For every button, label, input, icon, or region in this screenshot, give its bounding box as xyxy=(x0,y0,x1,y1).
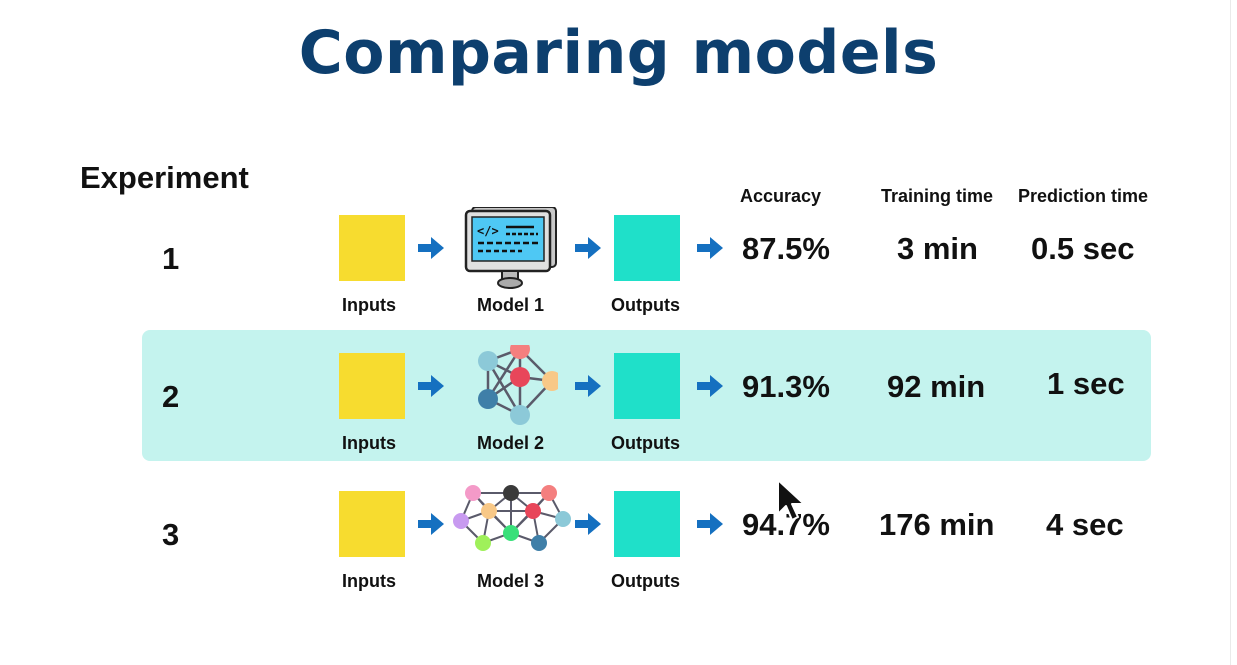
experiment-row-2: 2 xyxy=(0,345,1237,473)
inputs-label: Inputs xyxy=(342,433,396,453)
prediction-time-value: 4 sec xyxy=(1046,507,1124,542)
arrow-right-icon xyxy=(575,374,601,398)
arrow-right-icon xyxy=(418,512,444,536)
outputs-box xyxy=(614,353,680,419)
experiment-row-1: 1 </> Inputs Model 1 Outputs 87.5% 3 min… xyxy=(0,207,1237,335)
arrow-right-icon xyxy=(697,236,723,260)
experiment-row-3: 3 xyxy=(0,485,1237,611)
prediction-time-value: 1 sec xyxy=(1047,366,1125,401)
model-label: Model 2 xyxy=(477,433,545,453)
prediction-time-header: Prediction time xyxy=(1018,186,1149,206)
large-neural-network-icon xyxy=(451,483,573,567)
inputs-box xyxy=(339,215,405,281)
training-time-value: 92 min xyxy=(887,369,986,404)
training-time-value: 176 min xyxy=(879,507,995,542)
prediction-time-value: 0.5 sec xyxy=(1031,231,1135,266)
accuracy-value: 91.3% xyxy=(742,369,830,404)
experiment-header: Experiment xyxy=(80,160,249,195)
computer-code-icon: </> xyxy=(462,207,558,291)
arrow-right-icon xyxy=(575,512,601,536)
experiment-number: 3 xyxy=(162,517,180,552)
outputs-label: Outputs xyxy=(611,571,680,591)
accuracy-value: 87.5% xyxy=(742,231,830,266)
outputs-label: Outputs xyxy=(611,433,680,453)
mouse-cursor-icon xyxy=(776,478,808,529)
arrow-right-icon xyxy=(697,512,723,536)
neural-network-icon xyxy=(462,345,558,429)
training-time-value: 3 min xyxy=(897,231,978,266)
experiment-number: 1 xyxy=(162,241,180,276)
slide-title: Comparing models xyxy=(298,18,939,88)
model-label: Model 1 xyxy=(477,295,545,315)
model-label: Model 3 xyxy=(477,571,545,591)
accuracy-value: 94.7% xyxy=(742,507,830,542)
inputs-box xyxy=(339,353,405,419)
accuracy-header: Accuracy xyxy=(740,186,822,206)
arrow-right-icon xyxy=(697,374,723,398)
training-time-header: Training time xyxy=(881,186,994,206)
outputs-box xyxy=(614,215,680,281)
inputs-box xyxy=(339,491,405,557)
outputs-box xyxy=(614,491,680,557)
inputs-label: Inputs xyxy=(342,295,396,315)
inputs-label: Inputs xyxy=(342,571,396,591)
svg-text:</>: </> xyxy=(477,224,499,238)
outputs-label: Outputs xyxy=(611,295,680,315)
arrow-right-icon xyxy=(575,236,601,260)
arrow-right-icon xyxy=(418,374,444,398)
experiment-number: 2 xyxy=(162,379,180,414)
arrow-right-icon xyxy=(418,236,444,260)
